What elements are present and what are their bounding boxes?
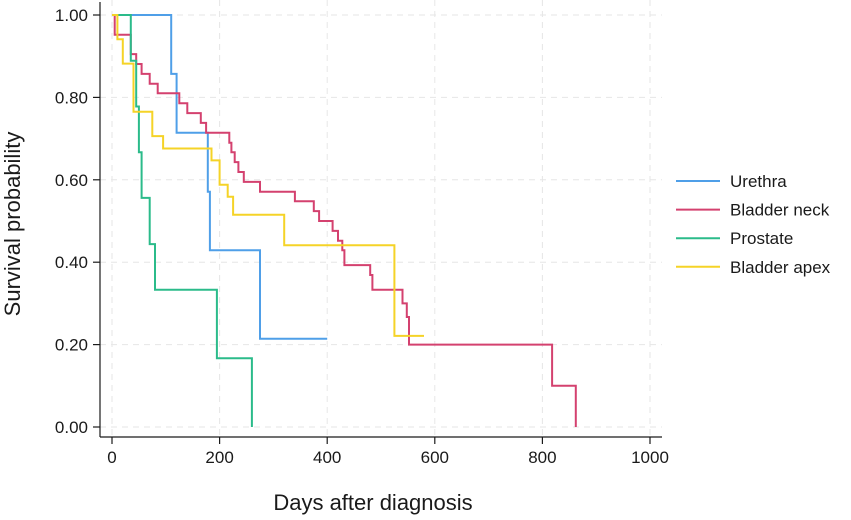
series-line-urethra xyxy=(112,14,328,340)
x-tick-label: 0 xyxy=(107,448,116,467)
y-tick-label: 0.00 xyxy=(55,418,88,437)
y-tick-label: 0.40 xyxy=(55,253,88,272)
y-tick-label: 0.80 xyxy=(55,88,88,107)
series-line-bladder-apex xyxy=(112,14,424,337)
y-axis-ticks: 0.00 0.20 0.40 0.60 0.80 1.00 xyxy=(55,6,100,437)
series-line-bladder-neck xyxy=(112,14,577,427)
y-tick-label: 0.60 xyxy=(55,171,88,190)
x-tick-label: 1000 xyxy=(631,448,669,467)
legend-label-prostate: Prostate xyxy=(730,229,793,248)
legend-label-urethra: Urethra xyxy=(730,172,787,191)
x-axis-title: Days after diagnosis xyxy=(273,490,472,515)
x-tick-label: 600 xyxy=(421,448,449,467)
legend-label-bladder-neck: Bladder neck xyxy=(730,201,830,220)
axes xyxy=(99,2,662,438)
y-axis-title: Survival probability xyxy=(0,132,25,317)
x-tick-label: 200 xyxy=(205,448,233,467)
y-tick-label: 0.20 xyxy=(55,336,88,355)
series-line-prostate xyxy=(112,14,253,427)
y-tick-label: 1.00 xyxy=(55,6,88,25)
x-tick-label: 800 xyxy=(528,448,556,467)
legend: Urethra Bladder neck Prostate Bladder apex xyxy=(676,172,831,277)
x-tick-label: 400 xyxy=(313,448,341,467)
series-layer xyxy=(112,14,577,427)
grid xyxy=(100,0,662,437)
legend-label-bladder-apex: Bladder apex xyxy=(730,258,831,277)
x-axis-ticks: 0 200 400 600 800 1000 xyxy=(107,437,669,467)
